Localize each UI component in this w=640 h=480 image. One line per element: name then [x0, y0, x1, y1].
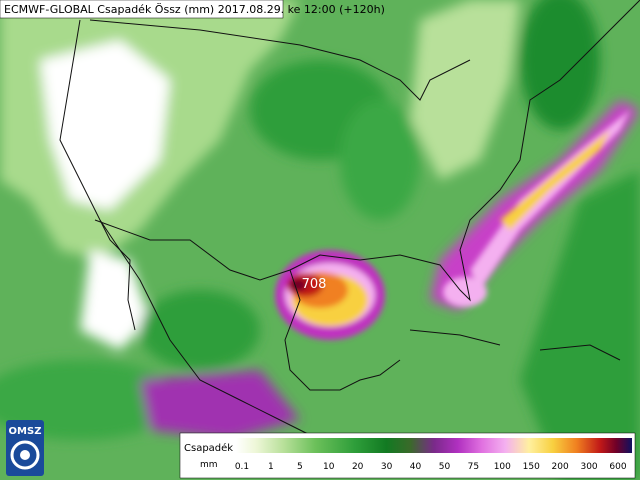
- legend-tick-label: 600: [609, 462, 626, 472]
- legend: Csapadék mm 0.1 1 5 10 20 30 40 50 75 100 150 200 30…: [179, 432, 636, 479]
- title-box: [0, 0, 284, 19]
- legend-tick-label: 0.1: [235, 462, 249, 472]
- legend-tick-label: 30: [381, 462, 393, 472]
- legend-tick-label: 20: [352, 462, 364, 472]
- logo-text: OMSZ: [9, 426, 42, 437]
- map-title: ECMWF-GLOBAL Csapadék Össz (mm) 2017.08.…: [4, 3, 385, 16]
- legend-tick-label: 40: [410, 462, 422, 472]
- coastlines: [59, 0, 640, 441]
- legend-title: Csapadék: [184, 442, 233, 454]
- legend-tick-label: 75: [468, 462, 479, 472]
- legend-tick-label: 150: [523, 462, 540, 472]
- legend-tick-label: 5: [297, 462, 303, 472]
- legend-tick-label: 50: [439, 462, 451, 472]
- peak-label: 708: [302, 277, 327, 292]
- logo: OMSZ: [6, 420, 44, 476]
- legend-tick-label: 10: [323, 462, 335, 472]
- legend-tick-label: 200: [552, 462, 569, 472]
- color-bar: [236, 438, 632, 453]
- legend-tick-label: 100: [494, 462, 511, 472]
- legend-tick-label: 300: [580, 462, 597, 472]
- precip-core: [275, 110, 630, 340]
- legend-unit: mm: [200, 460, 218, 470]
- legend-tick-label: 1: [268, 462, 274, 472]
